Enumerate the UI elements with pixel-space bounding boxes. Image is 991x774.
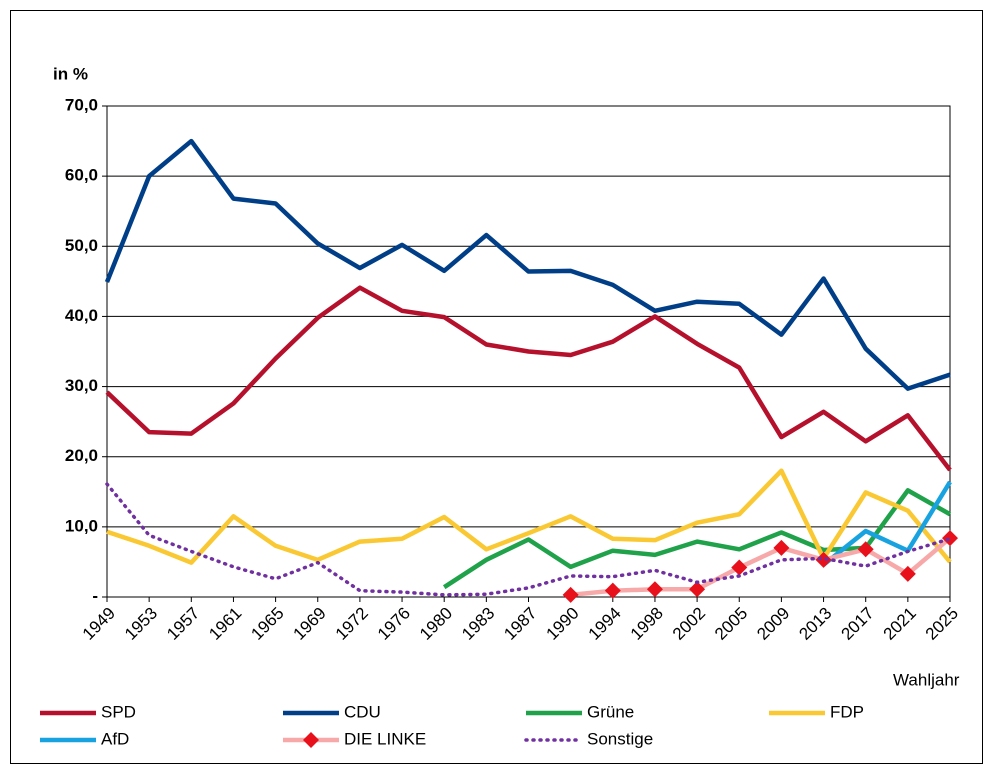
legend-marker xyxy=(303,732,319,748)
legend-label: Grüne xyxy=(587,702,634,721)
y-tick-label: 30,0 xyxy=(65,376,98,395)
series-marker xyxy=(646,581,663,598)
y-tick-label: 60,0 xyxy=(65,166,98,185)
series-marker xyxy=(899,565,916,582)
legend-label: CDU xyxy=(344,702,381,721)
legend-label: FDP xyxy=(830,702,864,721)
y-axis-label: in % xyxy=(53,64,88,83)
y-tick-label: - xyxy=(92,586,98,605)
legend-label: DIE LINKE xyxy=(344,729,426,748)
legend-label: AfD xyxy=(101,729,129,748)
series-marker xyxy=(562,586,579,603)
series-marker xyxy=(857,541,874,558)
y-tick-label: 10,0 xyxy=(65,516,98,535)
series-marker xyxy=(604,582,621,599)
series-line xyxy=(105,285,952,472)
y-tick-label: 40,0 xyxy=(65,306,98,325)
series-marker xyxy=(731,559,748,576)
y-tick-label: 70,0 xyxy=(65,95,98,114)
series-marker xyxy=(773,539,790,556)
series-marker xyxy=(689,581,706,598)
series-marker xyxy=(815,551,832,568)
series-line xyxy=(106,468,952,565)
legend-label: Sonstige xyxy=(587,729,653,748)
series-marker xyxy=(942,530,958,547)
series-line xyxy=(822,480,952,567)
y-tick-label: 20,0 xyxy=(65,446,98,465)
legend-label: SPD xyxy=(101,702,136,721)
x-axis-label: Wahljahr xyxy=(893,670,960,689)
series-line xyxy=(570,536,952,598)
series-line xyxy=(104,138,951,391)
y-tick-label: 50,0 xyxy=(65,236,98,255)
